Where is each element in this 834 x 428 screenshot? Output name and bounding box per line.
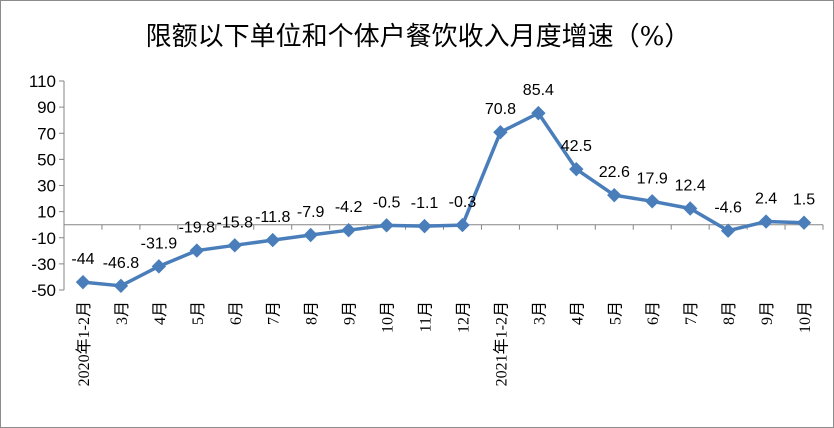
data-label: -0.3 bbox=[449, 194, 477, 211]
data-point bbox=[265, 232, 280, 248]
data-point bbox=[303, 227, 318, 243]
data-point bbox=[75, 274, 91, 290]
data-point bbox=[455, 217, 470, 233]
y-tick-label: -10 bbox=[31, 229, 56, 248]
x-tick-label: 3月 bbox=[114, 301, 131, 325]
data-label: -7.9 bbox=[297, 204, 325, 221]
data-point bbox=[682, 201, 698, 216]
data-point bbox=[569, 161, 584, 177]
x-tick-label: 10月 bbox=[380, 301, 397, 333]
x-tick-label: 3月 bbox=[531, 301, 548, 325]
data-label: -46.8 bbox=[103, 255, 140, 272]
data-point bbox=[189, 243, 205, 258]
y-tick-label: 50 bbox=[37, 150, 56, 169]
y-axis: 110 90 70 50 30 10 -10 -30 -50 bbox=[29, 72, 65, 300]
x-tick-label: 4月 bbox=[569, 301, 586, 325]
data-point bbox=[227, 238, 242, 253]
data-label: -4.6 bbox=[714, 200, 742, 217]
data-labels: -44 -46.8-31.9-19.8 -15.8 -11.8 -7.9 -4.2 -0.5… bbox=[71, 82, 815, 272]
x-tick-label: 9月 bbox=[342, 301, 359, 325]
data-label: 17.9 bbox=[637, 170, 668, 187]
data-point bbox=[341, 222, 356, 238]
data-point bbox=[531, 105, 546, 121]
y-tick-label: 90 bbox=[37, 98, 56, 117]
data-point bbox=[493, 124, 508, 140]
x-tick-label: 8月 bbox=[304, 301, 321, 325]
data-label: -19.8 bbox=[179, 220, 216, 237]
data-label: -0.5 bbox=[373, 194, 401, 211]
data-point bbox=[607, 187, 622, 203]
data-label: 12.4 bbox=[675, 177, 706, 194]
data-label: 22.6 bbox=[599, 164, 630, 181]
data-point bbox=[379, 218, 394, 233]
x-axis: 2020年1-2月 3月 4月 5月 6月 7月 8月 9月 10月 11月 12月 2021年1-2… bbox=[63, 224, 824, 386]
x-tick-label: 10月 bbox=[797, 301, 814, 333]
data-label: 70.8 bbox=[485, 101, 516, 118]
data-point bbox=[417, 218, 432, 234]
y-tick-label: 30 bbox=[37, 177, 56, 196]
chart-title: 限额以下单位和个体户餐饮收入月度增速（%） bbox=[146, 22, 691, 52]
data-label: -4.2 bbox=[335, 199, 363, 216]
data-point bbox=[645, 194, 660, 209]
data-point bbox=[796, 215, 812, 230]
data-label: 42.5 bbox=[561, 138, 592, 155]
data-label: 2.4 bbox=[755, 191, 777, 208]
y-tick-label: 110 bbox=[29, 72, 56, 91]
x-tick-label: 7月 bbox=[683, 301, 700, 325]
x-tick-label: 4月 bbox=[152, 301, 169, 325]
x-tick-label: 2020年1-2月 bbox=[75, 301, 93, 386]
data-label: -15.8 bbox=[217, 214, 254, 231]
data-label: -31.9 bbox=[141, 235, 178, 252]
x-tick-label: 2021年1-2月 bbox=[492, 301, 510, 386]
y-tick-label: 10 bbox=[37, 203, 56, 222]
x-tick-label: 5月 bbox=[607, 301, 624, 325]
data-label: -44 bbox=[71, 251, 94, 268]
data-point bbox=[113, 278, 129, 294]
y-tick-label: 70 bbox=[37, 124, 56, 143]
x-tick-label: 7月 bbox=[266, 301, 283, 325]
x-tick-label: 6月 bbox=[228, 301, 245, 325]
data-point bbox=[151, 259, 167, 274]
y-tick-label: -30 bbox=[31, 255, 56, 274]
y-tick-label: -50 bbox=[31, 281, 56, 300]
x-tick-label: 5月 bbox=[190, 301, 207, 325]
data-point bbox=[758, 214, 774, 229]
x-tick-label: 11月 bbox=[418, 301, 435, 332]
data-label: -1.1 bbox=[411, 195, 439, 212]
data-label: 1.5 bbox=[793, 192, 815, 209]
data-label: -11.8 bbox=[255, 209, 290, 226]
x-tick-label: 9月 bbox=[759, 301, 776, 325]
series-layer bbox=[75, 105, 812, 294]
data-label: 85.4 bbox=[523, 82, 554, 99]
x-tick-label: 8月 bbox=[721, 301, 738, 325]
x-tick-label: 12月 bbox=[455, 301, 472, 333]
series-line bbox=[82, 111, 805, 288]
x-tick-label: 6月 bbox=[645, 301, 662, 325]
data-point bbox=[720, 223, 736, 238]
